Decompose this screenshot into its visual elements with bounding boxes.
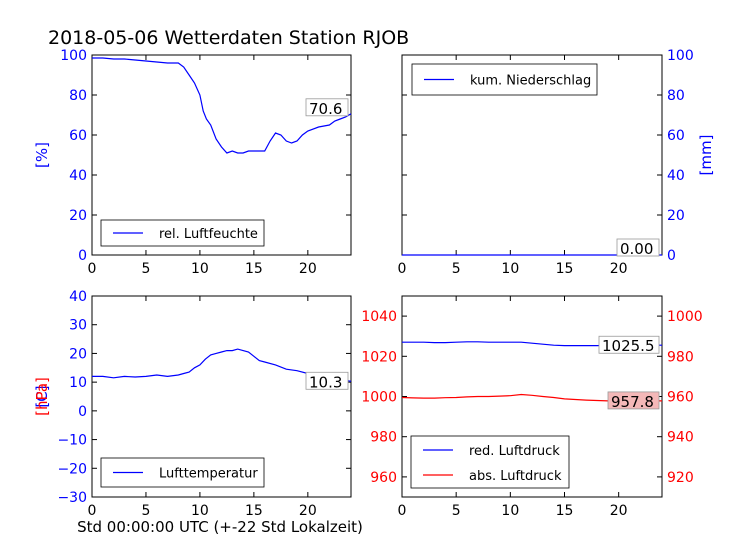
- x-tick-label: 5: [141, 261, 150, 277]
- last-value-label: 70.6: [309, 100, 342, 118]
- plot-frame: [91, 295, 352, 498]
- y-tick-label: 40: [667, 168, 685, 184]
- x-tick-label: 10: [191, 503, 209, 519]
- x-tick-label: 15: [556, 261, 574, 277]
- y-right-tick-label: 920: [667, 470, 694, 486]
- y-tick-label: 80: [69, 88, 87, 104]
- legend-box: [410, 435, 570, 489]
- y-tick-label: 20: [69, 208, 87, 224]
- last-value-box: [598, 335, 660, 354]
- y-axis-label: [mm]: [697, 135, 715, 176]
- legend-box: [100, 219, 265, 247]
- y-tick-label: 980: [370, 430, 397, 446]
- y-tick-label: 100: [60, 48, 87, 64]
- legend-label: abs. Luftdruck: [469, 469, 562, 484]
- legend-label: kum. Niederschlag: [470, 74, 591, 89]
- y-tick-label: 1020: [361, 349, 397, 365]
- x-tick-label: 20: [299, 261, 317, 277]
- x-tick-label: 20: [610, 261, 628, 277]
- legend-label: red. Luftdruck: [469, 444, 560, 459]
- y-right-tick-label: 980: [667, 349, 694, 365]
- x-tick-label: 0: [398, 261, 407, 277]
- y-tick-label: 100: [667, 48, 694, 64]
- panel-precipitation: 0 5 10 15 20 0 20 40 60 80 100 [mm] 0.00 kum. Nieders…: [398, 48, 715, 277]
- x-tick-label: 0: [398, 503, 407, 519]
- last-value-label: 957.8: [611, 393, 654, 411]
- x-tick-label: 0: [88, 261, 97, 277]
- last-value-label: 1025.5: [602, 337, 655, 355]
- panel-temperature: 0 5 10 15 20 −30 −20 −10 0 10 20 30 40 [C] 10.3 Lufttem…: [33, 289, 352, 519]
- y-right-tick-label: 1000: [667, 309, 703, 325]
- y-right-tick-label: 940: [667, 430, 694, 446]
- y-axis-label: [%]: [33, 142, 51, 168]
- x-tick-label: 15: [556, 503, 574, 519]
- y-axis-label: [hPa]: [33, 377, 51, 416]
- y-tick-label: 0: [78, 248, 87, 264]
- last-value-box: [305, 98, 349, 117]
- y-tick-label: 0: [667, 248, 676, 264]
- last-value-box: [607, 391, 660, 410]
- y-tick-label: 30: [69, 318, 87, 334]
- plot-frame: [91, 54, 352, 256]
- y-tick-label: 40: [69, 289, 87, 305]
- y-tick-label: 80: [667, 88, 685, 104]
- last-value-box: [616, 238, 660, 257]
- x-tick-label: 5: [452, 503, 461, 519]
- x-tick-label: 10: [501, 503, 519, 519]
- x-tick-label: 10: [191, 261, 209, 277]
- x-tick-label: 5: [141, 503, 150, 519]
- figure-title: 2018-05-06 Wetterdaten Station RJOB: [48, 27, 409, 49]
- legend-label: Lufttemperatur: [159, 467, 258, 482]
- panel-pressure: 0 5 10 15 2096098010001020104092094096098010…: [33, 295, 703, 519]
- y-tick-label: 20: [69, 346, 87, 362]
- x-tick-label: 20: [299, 503, 317, 519]
- x-tick-label: 15: [245, 503, 263, 519]
- series-line: [92, 348, 352, 382]
- x-tick-label: 10: [501, 261, 519, 277]
- y-tick-label: −10: [57, 433, 87, 449]
- y-tick-label: −30: [57, 490, 87, 506]
- x-axis-label: Std 00:00:00 UTC (+-22 Std Lokalzeit): [77, 518, 363, 536]
- y-tick-label: 60: [69, 128, 87, 144]
- legend-label: rel. Luftfeuchte: [159, 227, 258, 242]
- last-value-box: [305, 371, 349, 390]
- panel-humidity: 0 5 10 15 20 0 20 40 60 80 100 [%] 70.6 rel. Luftfeuc…: [33, 48, 352, 277]
- y-tick-label: 0: [78, 404, 87, 420]
- y-tick-label: 960: [370, 470, 397, 486]
- series-line: [92, 57, 352, 154]
- y-tick-label: 1000: [361, 390, 397, 406]
- y-tick-label: 10: [69, 375, 87, 391]
- x-tick-label: 5: [452, 261, 461, 277]
- y-tick-label: 40: [69, 168, 87, 184]
- x-tick-label: 15: [245, 261, 263, 277]
- y-tick-label: 20: [667, 208, 685, 224]
- y-axis-label: [C]: [33, 385, 51, 407]
- last-value-label: 10.3: [309, 373, 342, 391]
- last-value-label: 0.00: [620, 240, 653, 258]
- x-tick-label: 20: [610, 503, 628, 519]
- y-tick-label: 1040: [361, 309, 397, 325]
- y-tick-label: −20: [57, 461, 87, 477]
- x-tick-label: 0: [88, 503, 97, 519]
- y-tick-label: 60: [667, 128, 685, 144]
- y-right-tick-label: 960: [667, 390, 694, 406]
